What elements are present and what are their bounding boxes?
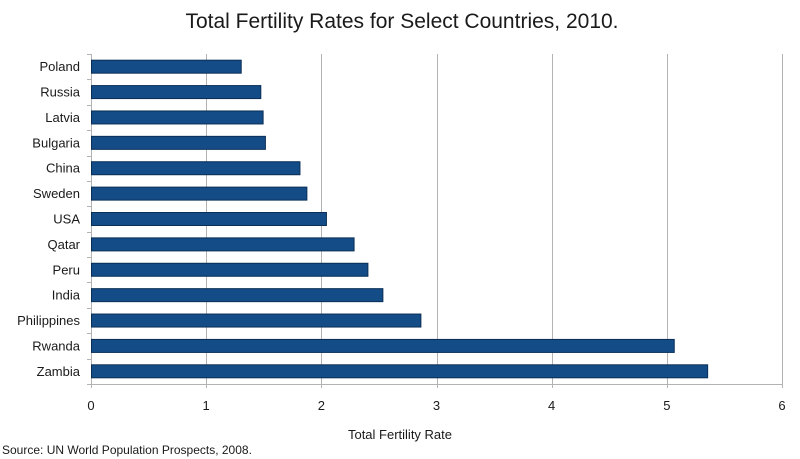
plot-area: 0 1 2 3 4 5 6 Poland Russia Latvia Bulgaria China Sw… bbox=[17, 54, 786, 413]
category-label: Poland bbox=[40, 59, 80, 74]
x-axis-title: Total Fertility Rate bbox=[348, 427, 452, 442]
bar-bulgaria bbox=[91, 135, 266, 150]
bar-peru bbox=[91, 262, 369, 277]
category-label: Zambia bbox=[37, 364, 81, 379]
x-tick-label: 5 bbox=[663, 398, 670, 413]
chart-title: Total Fertility Rates for Select Countri… bbox=[185, 10, 618, 33]
bar-zambia bbox=[91, 364, 709, 379]
x-tick-label: 3 bbox=[433, 398, 440, 413]
category-label: India bbox=[52, 288, 81, 303]
bar-qatar bbox=[91, 237, 355, 252]
category-label: Qatar bbox=[47, 237, 80, 252]
category-label: Bulgaria bbox=[32, 135, 80, 150]
bar-india bbox=[91, 288, 384, 303]
category-label: Philippines bbox=[17, 313, 80, 328]
bar-russia bbox=[91, 85, 262, 100]
x-tick-label: 4 bbox=[548, 398, 555, 413]
category-label: Russia bbox=[40, 85, 81, 100]
bar-sweden bbox=[91, 186, 308, 201]
category-label: Latvia bbox=[45, 110, 80, 125]
category-label: China bbox=[46, 161, 81, 176]
bar-rwanda bbox=[91, 338, 675, 353]
bar-usa bbox=[91, 212, 327, 226]
category-label: USA bbox=[53, 212, 80, 227]
category-label: Rwanda bbox=[32, 338, 80, 353]
x-tick-label: 1 bbox=[203, 398, 210, 413]
x-tick-label: 6 bbox=[778, 398, 785, 413]
x-tick-label: 2 bbox=[318, 398, 325, 413]
bar-china bbox=[91, 161, 301, 176]
bar-latvia bbox=[91, 110, 264, 125]
x-tick-label: 0 bbox=[87, 398, 94, 413]
bar-philippines bbox=[91, 313, 422, 328]
bar-poland bbox=[91, 59, 242, 74]
source-note: Source: UN World Population Prospects, 2… bbox=[2, 443, 252, 457]
category-label: Peru bbox=[53, 262, 80, 277]
category-label: Sweden bbox=[33, 186, 80, 201]
